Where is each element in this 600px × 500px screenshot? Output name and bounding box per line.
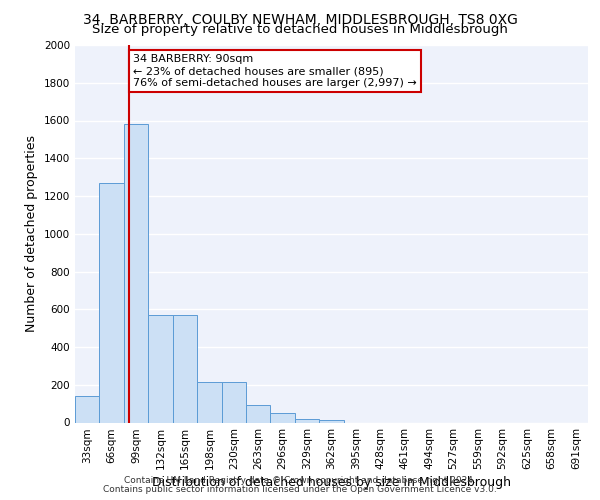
Text: 34, BARBERRY, COULBY NEWHAM, MIDDLESBROUGH, TS8 0XG: 34, BARBERRY, COULBY NEWHAM, MIDDLESBROU… [83,12,517,26]
Bar [173,315,197,422]
Y-axis label: Number of detached properties: Number of detached properties [25,135,38,332]
Bar [124,124,148,422]
Bar [295,418,319,422]
Text: Size of property relative to detached houses in Middlesbrough: Size of property relative to detached ho… [92,22,508,36]
Bar [271,413,295,422]
Bar [221,382,246,422]
Bar [148,315,173,422]
Bar [319,420,344,422]
X-axis label: Distribution of detached houses by size in Middlesbrough: Distribution of detached houses by size … [152,476,511,490]
Text: 34 BARBERRY: 90sqm
← 23% of detached houses are smaller (895)
76% of semi-detach: 34 BARBERRY: 90sqm ← 23% of detached hou… [133,54,417,88]
Bar [100,183,124,422]
Text: Contains HM Land Registry data © Crown copyright and database right 2024.: Contains HM Land Registry data © Crown c… [124,476,476,485]
Bar [246,404,271,422]
Bar [75,396,100,422]
Text: Contains public sector information licensed under the Open Government Licence v3: Contains public sector information licen… [103,484,497,494]
Bar [197,382,221,422]
